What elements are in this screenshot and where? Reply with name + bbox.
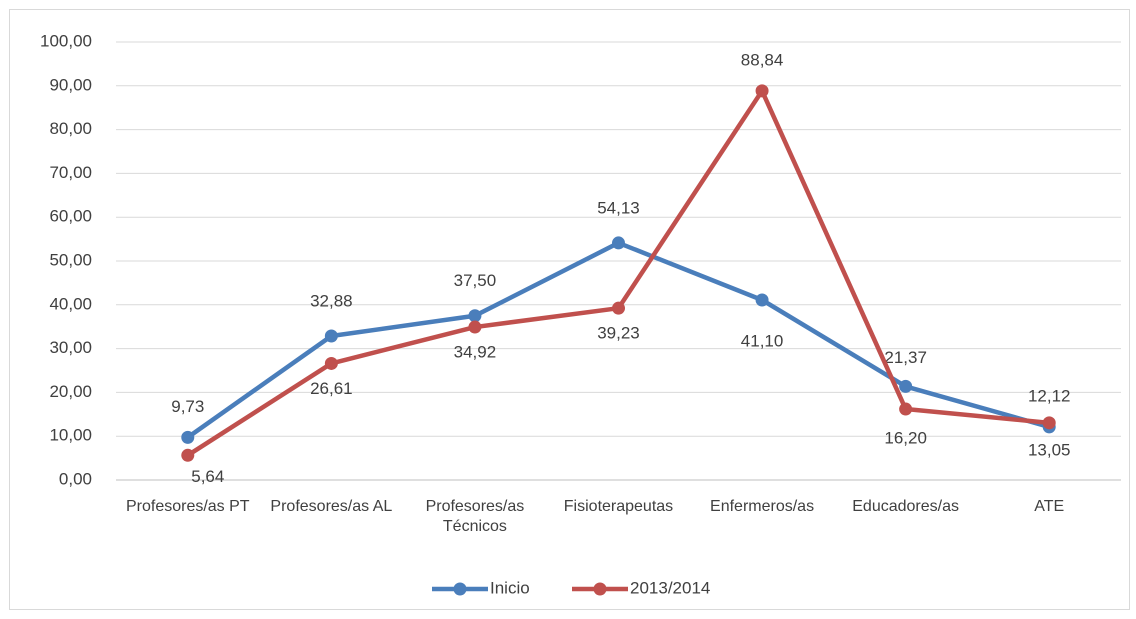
y-tick-label: 0,00 <box>59 469 92 488</box>
data-label: 54,13 <box>597 198 640 217</box>
data-point <box>468 320 482 334</box>
data-point <box>612 236 625 250</box>
y-tick-label: 100,00 <box>40 31 92 50</box>
y-tick-label: 20,00 <box>49 382 92 401</box>
legend-marker <box>453 582 467 596</box>
data-point <box>468 309 482 323</box>
y-tick-label: 30,00 <box>49 338 92 357</box>
data-point <box>181 430 195 444</box>
data-label: 12,12 <box>1028 386 1071 405</box>
x-tick-label: ATE <box>1034 498 1065 515</box>
y-tick-label: 10,00 <box>49 426 92 445</box>
data-label: 16,20 <box>884 429 927 448</box>
y-tick-label: 60,00 <box>49 207 92 226</box>
data-point <box>324 356 338 370</box>
x-tick-label: Profesores/as PT <box>125 498 250 515</box>
data-point <box>1042 416 1056 430</box>
data-point <box>181 448 195 462</box>
series-line <box>186 88 1050 458</box>
data-label: 5,64 <box>191 467 224 486</box>
data-label: 34,92 <box>454 343 497 362</box>
legend-label: 2013/2014 <box>630 578 710 597</box>
y-tick-label: 50,00 <box>49 250 92 269</box>
data-label: 9,73 <box>171 397 204 416</box>
y-tick-label: 70,00 <box>49 163 92 182</box>
y-tick-label: 90,00 <box>49 75 92 94</box>
x-tick-label: Profesores/as Técnicos <box>425 498 525 535</box>
data-point <box>612 301 625 315</box>
data-point <box>899 379 913 393</box>
data-label: 21,37 <box>884 348 927 367</box>
data-label: 32,88 <box>310 291 353 310</box>
data-label: 37,50 <box>454 271 497 290</box>
data-label: 13,05 <box>1028 440 1071 459</box>
x-tick-label: Fisioterapeutas <box>563 498 674 515</box>
data-label: 39,23 <box>597 324 640 343</box>
data-point <box>324 329 338 343</box>
x-tick-label: Profesores/as AL <box>270 498 393 515</box>
y-tick-label: 80,00 <box>49 119 92 138</box>
chart-border <box>9 9 1130 610</box>
legend-marker <box>593 582 607 596</box>
x-tick-label: Enfermeros/as <box>710 498 815 515</box>
data-label: 26,61 <box>310 379 353 398</box>
y-tick-label: 40,00 <box>49 294 92 313</box>
x-tick-label: Educadores/as <box>852 498 959 515</box>
data-point <box>755 84 769 98</box>
data-label: 88,84 <box>741 50 784 69</box>
data-point <box>755 293 769 307</box>
data-point <box>899 402 913 416</box>
legend-label: Inicio <box>490 578 530 597</box>
data-label: 41,10 <box>741 331 784 350</box>
